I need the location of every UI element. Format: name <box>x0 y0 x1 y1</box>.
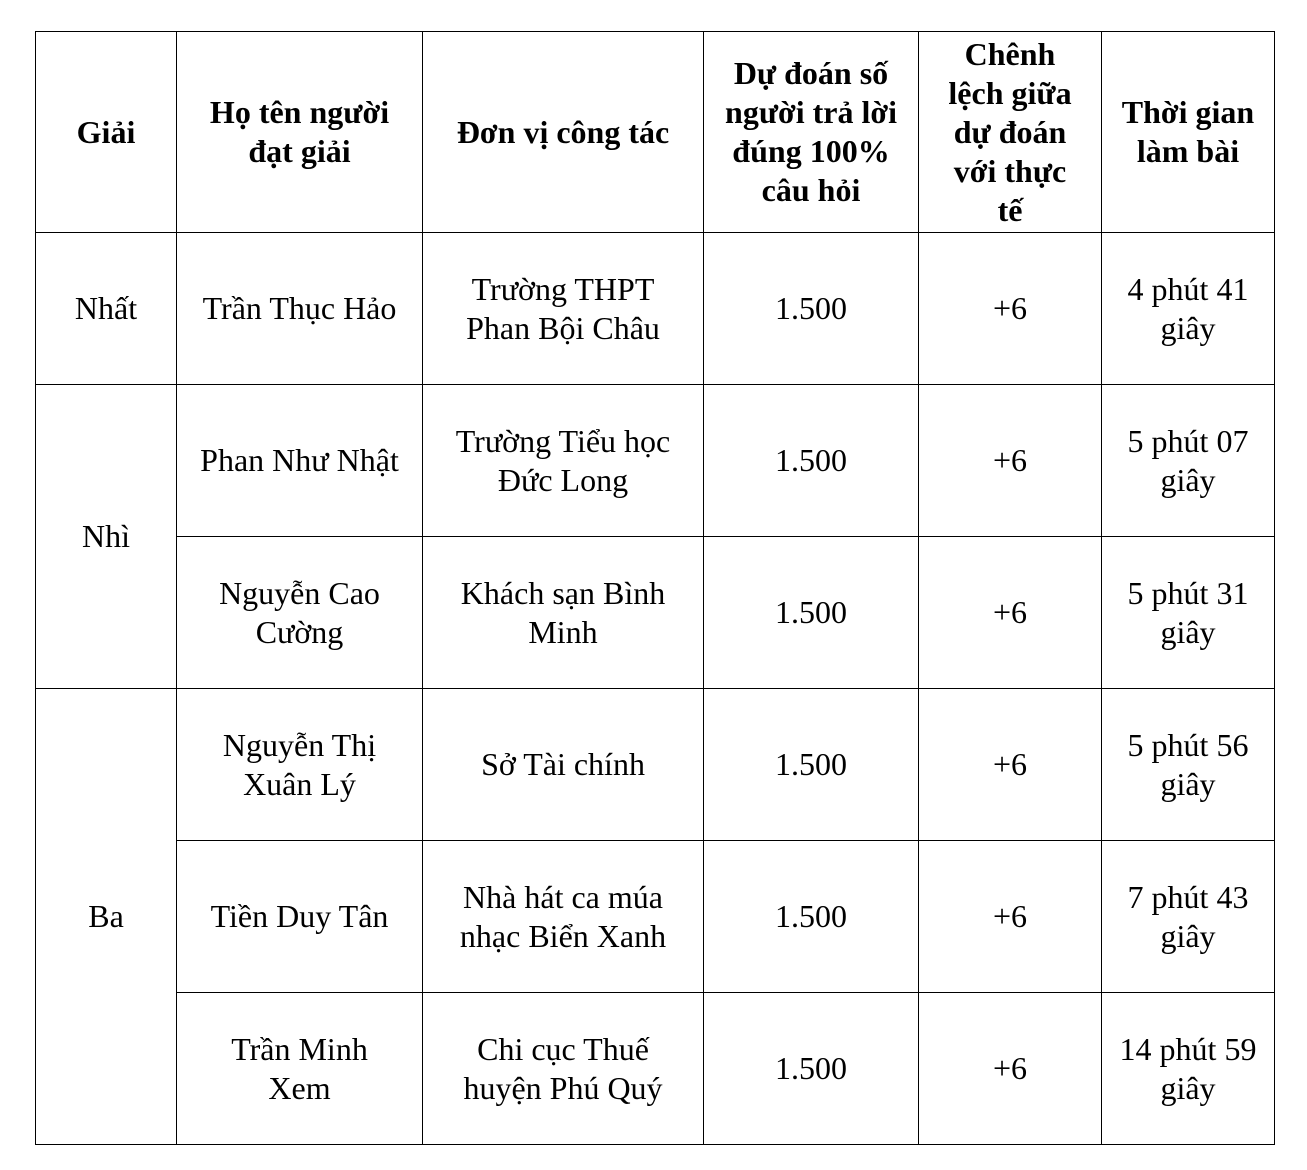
name-cell: Trần Thục Hảo <box>176 232 423 385</box>
diff-cell: +6 <box>918 992 1102 1145</box>
results-table: Giải Họ tên người đạt giải Đơn vị công t… <box>35 31 1275 1145</box>
unit-cell: Trường THPT Phan Bội Châu <box>422 232 704 385</box>
time-cell: 5 phút 31 giây <box>1101 536 1275 689</box>
name-cell: Trần Minh Xem <box>176 992 423 1145</box>
time-cell: 14 phút 59 giây <box>1101 992 1275 1145</box>
prize-cell: Ba <box>35 688 177 1145</box>
name-cell: Nguyễn Cao Cường <box>176 536 423 689</box>
prediction-cell: 1.500 <box>703 232 919 385</box>
table-row: Nguyễn Cao Cường Khách sạn Bình Minh 1.500… <box>36 536 1275 689</box>
table-row: Nhì Phan Như Nhật Trường Tiểu học Đức Long… <box>35 384 1275 689</box>
time-cell: 7 phút 43 giây <box>1101 840 1275 993</box>
time-cell: 5 phút 56 giây <box>1101 688 1275 841</box>
name-cell: Nguyễn Thị Xuân Lý <box>176 688 423 841</box>
prediction-cell: 1.500 <box>703 840 919 993</box>
diff-cell: +6 <box>918 536 1102 689</box>
table-row: Nhất Trần Thục Hảo Trường THPT Phan Bội Ch… <box>35 232 1275 385</box>
header-name: Họ tên người đạt giải <box>176 31 423 233</box>
diff-cell: +6 <box>918 840 1102 993</box>
header-time: Thời gian làm bài <box>1101 31 1275 233</box>
header-prize: Giải <box>35 31 177 233</box>
header-row: Giải Họ tên người đạt giải Đơn vị công t… <box>35 31 1275 233</box>
unit-cell: Trường Tiểu học Đức Long <box>422 384 704 537</box>
header-diff: Chênh lệch giữa dự đoán với thực tế <box>918 31 1102 233</box>
diff-cell: +6 <box>918 232 1102 385</box>
prediction-cell: 1.500 <box>703 384 919 537</box>
prediction-cell: 1.500 <box>703 688 919 841</box>
prediction-cell: 1.500 <box>703 992 919 1145</box>
prize-cell: Nhì <box>35 384 177 689</box>
header-unit: Đơn vị công tác <box>422 31 704 233</box>
prediction-cell: 1.500 <box>703 536 919 689</box>
diff-cell: +6 <box>918 384 1102 537</box>
unit-cell: Khách sạn Bình Minh <box>422 536 704 689</box>
diff-cell: +6 <box>918 688 1102 841</box>
table-row: Ba Nguyễn Thị Xuân Lý Sở Tài chính 1.500 +6 5… <box>35 688 1275 1145</box>
time-cell: 4 phút 41 giây <box>1101 232 1275 385</box>
unit-cell: Sở Tài chính <box>422 688 704 841</box>
name-cell: Phan Như Nhật <box>176 384 423 537</box>
unit-cell: Chi cục Thuế huyện Phú Quý <box>422 992 704 1145</box>
header-prediction: Dự đoán số người trả lời đúng 100% câu h… <box>703 31 919 233</box>
unit-cell: Nhà hát ca múa nhạc Biển Xanh <box>422 840 704 993</box>
prize-cell: Nhất <box>35 232 177 385</box>
name-cell: Tiền Duy Tân <box>176 840 423 993</box>
table-row: Trần Minh Xem Chi cục Thuế huyện Phú Quý 1… <box>36 992 1275 1145</box>
time-cell: 5 phút 07 giây <box>1101 384 1275 537</box>
table-row: Tiền Duy Tân Nhà hát ca múa nhạc Biển Xan… <box>36 840 1275 993</box>
